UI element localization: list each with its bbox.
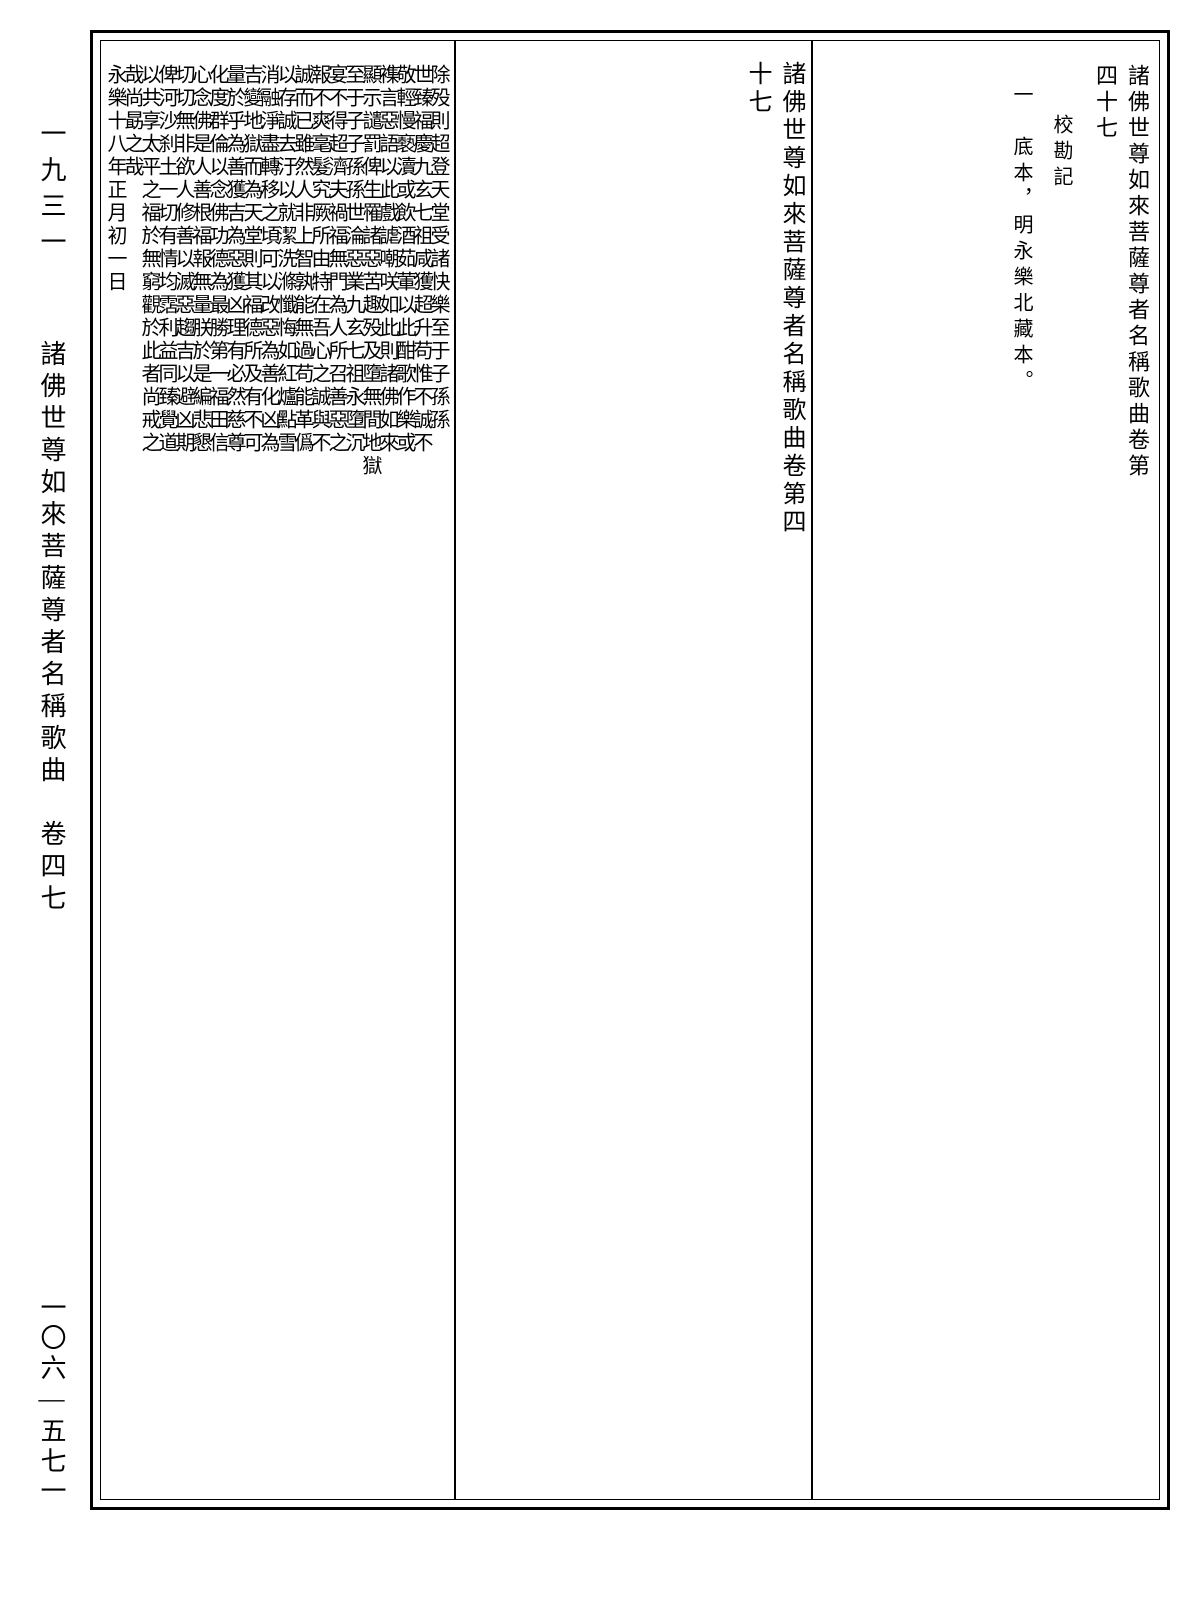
text-column: 哉尚勗之哉: [125, 64, 142, 1484]
margin-page-number: 一〇六—五七一: [30, 1294, 70, 1507]
margin-volume-number: 一九三一: [40, 120, 70, 264]
panel-body-text: 除殁則超登天堂受諸快樂至于子孫孫 世臻福慶九玄七祖咸獲超升苟惟不誠不 敬輕慢褻瀆…: [97, 44, 452, 1504]
panel-colophon: 諸佛世尊如來菩薩尊者名稱歌曲卷第 四十七 校勘記 一 底本，明永樂北藏本。: [811, 44, 1161, 1504]
text-column: 以存誠去汙以就潔洗滌懺悔如紅爐點雪: [278, 64, 295, 1484]
chapter-end-title: 諸佛世尊如來菩薩尊者名稱歌曲卷第四: [773, 61, 803, 1479]
margin-running-title: 諸佛世尊如來菩薩尊者名稱歌曲 卷四七: [40, 340, 70, 916]
text-column: 俾河沙刹土一切有情均霑利益同臻覺道: [159, 64, 176, 1484]
text-column: 除殁則超登天堂受諸快樂至于子孫孫: [431, 64, 448, 1484]
text-column: 誠而已雖然人非上智孰能無過苟能革僞: [295, 64, 312, 1484]
text-column: 吉變地獄而為天堂則其福德所及有不可: [244, 64, 261, 1484]
text-column: 量於乎為善獲吉為惡獲凶理有必然慈尊: [227, 64, 244, 1484]
text-column: 化度群倫以念佛功德為最勝第一福田信: [210, 64, 227, 1484]
text-column: 心念佛是人善根福報無量朕於是編悲懇: [193, 64, 210, 1484]
text-column: 永樂十八年正月初一日: [108, 64, 125, 1484]
text-column: 世臻福慶九玄七祖咸獲超升苟惟不誠不: [414, 64, 431, 1484]
colophon-title: 諸佛世尊如來菩薩尊者名稱歌曲卷第: [1121, 64, 1153, 480]
text-column: 切切無非欲人修善以滅惡趨吉以避凶期: [176, 64, 193, 1484]
chapter-end-title-cont: 十七: [739, 61, 769, 1479]
text-column: 以共享太平之福於無窮觀於此者尚戒之: [142, 64, 159, 1484]
colophon-title-cont: 四十七: [1089, 64, 1121, 142]
panel-middle: 諸佛世尊如來菩薩尊者名稱歌曲卷第四 十七: [458, 41, 813, 1499]
text-column: 襍言惡語以此戲謔嘲咲如此則諸佛如來: [380, 64, 397, 1484]
text-column: 消融淨盡轉移之頃可以改惡為善化凶為: [261, 64, 278, 1484]
text-column: 敬輕慢褻瀆或飲酒茹葷以此酣歌作樂或: [397, 64, 414, 1484]
text-column: 至于子子孫孫世淪惡業九玄七祖永墮沉: [346, 64, 363, 1484]
text-column: 宴不得超濟夫禍福無門為人所召善惡之: [329, 64, 346, 1484]
text-column: 報不爽毫髮究厥所由特在吾心之誠與不: [312, 64, 329, 1484]
collation-note: 一 底本，明永樂北藏本。: [1007, 84, 1036, 396]
collation-notes-label: 校勘記: [1047, 114, 1076, 192]
text-column: 顯示譴罰俾生罹諸惡苦趣殁及墮無間地獄: [363, 64, 380, 1484]
